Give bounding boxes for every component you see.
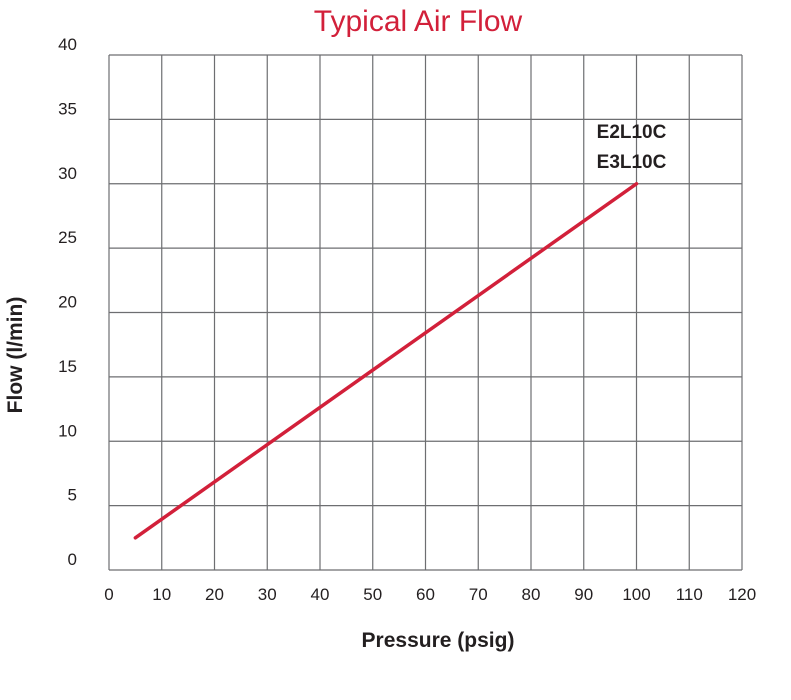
y-tick-label: 35 (58, 99, 77, 118)
series-labels: E2L10C E3L10C (597, 122, 667, 173)
series-label: E3L10C (597, 152, 667, 173)
x-tick-label: 10 (152, 585, 171, 604)
x-tick-label: 0 (104, 585, 113, 604)
chart-grid (108, 54, 743, 571)
y-tick-label: 25 (58, 228, 77, 247)
x-tick-label: 50 (363, 585, 382, 604)
y-tick-label: 10 (58, 421, 77, 440)
y-tick-label: 0 (68, 550, 77, 569)
y-tick-label: 30 (58, 164, 77, 183)
y-axis-label: Flow (l/min) (4, 297, 27, 414)
series-label: E2L10C (597, 122, 667, 143)
y-tick-label: 5 (68, 486, 77, 505)
y-tick-label: 40 (58, 35, 77, 54)
x-tick-label: 80 (522, 585, 541, 604)
x-axis-label: Pressure (psig) (362, 629, 515, 652)
x-tick-label: 20 (205, 585, 224, 604)
x-tick-label: 70 (469, 585, 488, 604)
x-tick-label: 120 (728, 585, 756, 604)
x-tick-label: 90 (574, 585, 593, 604)
y-tick-label: 15 (58, 357, 77, 376)
x-tick-label: 100 (622, 585, 650, 604)
x-tick-label: 40 (311, 585, 330, 604)
series-line (133, 182, 639, 540)
x-axis-ticks: 0 10 20 30 40 50 60 70 80 90 100 110 120 (104, 585, 756, 604)
x-tick-label: 110 (676, 585, 703, 604)
series-group (133, 182, 639, 540)
x-tick-label: 60 (416, 585, 435, 604)
chart-title: Typical Air Flow (314, 5, 523, 38)
y-axis-ticks: 0 5 10 15 20 25 30 35 40 (58, 35, 77, 569)
y-tick-label: 20 (58, 293, 77, 312)
x-tick-label: 30 (258, 585, 277, 604)
